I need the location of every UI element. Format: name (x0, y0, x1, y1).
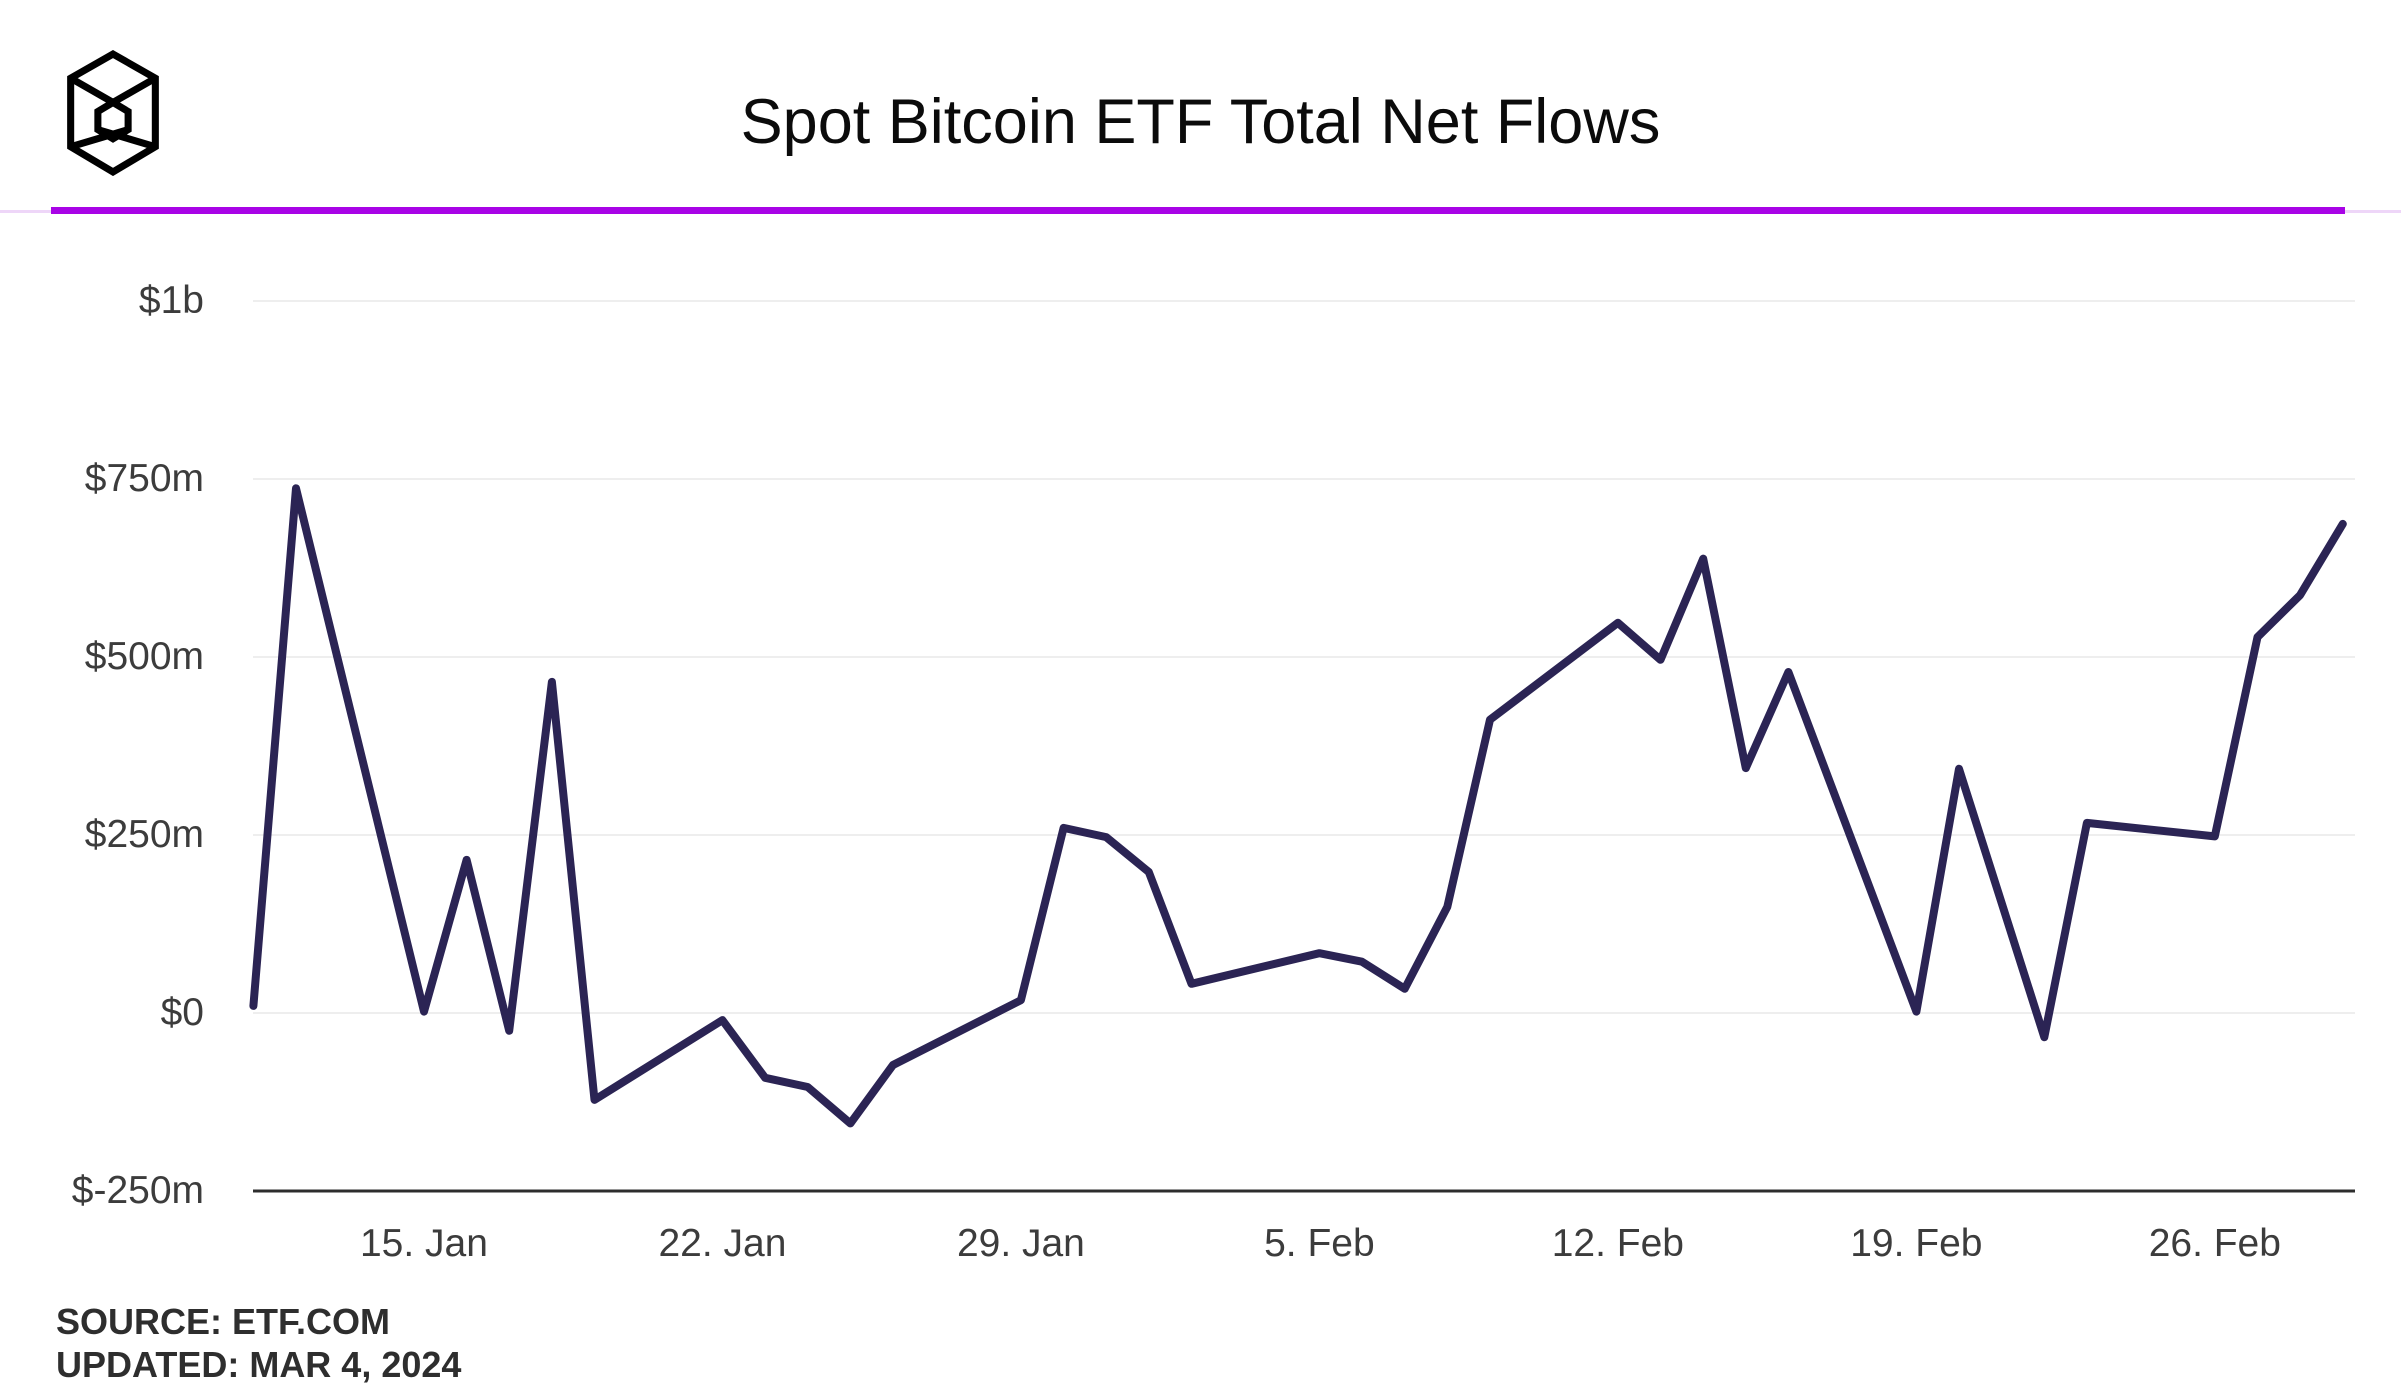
page-title: Spot Bitcoin ETF Total Net Flows (740, 87, 1661, 157)
x-tick-label: 26. Feb (2148, 1222, 2281, 1265)
y-tick-label: $500m (84, 635, 204, 678)
y-tick-label: $1b (138, 279, 204, 322)
y-tick-label: $-250m (71, 1169, 204, 1212)
source-label: SOURCE: ETF.COM (56, 1301, 391, 1342)
wireframe-cube-logo-icon (55, 49, 171, 177)
accent-rule (51, 207, 2345, 214)
x-tick-label: 15. Jan (359, 1222, 488, 1265)
x-tick-label: 19. Feb (1850, 1222, 1983, 1265)
x-tick-label: 5. Feb (1264, 1222, 1375, 1265)
updated-label: UPDATED: MAR 4, 2024 (56, 1344, 462, 1385)
net-flows-line-series (249, 484, 2347, 1128)
x-tick-label: 22. Jan (658, 1222, 787, 1265)
chart-footer: SOURCE: ETF.COM UPDATED: MAR 4, 2024 (56, 1300, 461, 1386)
x-tick-label: 29. Jan (956, 1222, 1085, 1265)
gridlines (253, 300, 2355, 1193)
y-tick-label: $250m (84, 813, 204, 856)
y-tick-label: $750m (84, 457, 204, 500)
x-tick-label: 12. Feb (1551, 1222, 1684, 1265)
y-tick-label: $0 (160, 991, 204, 1034)
